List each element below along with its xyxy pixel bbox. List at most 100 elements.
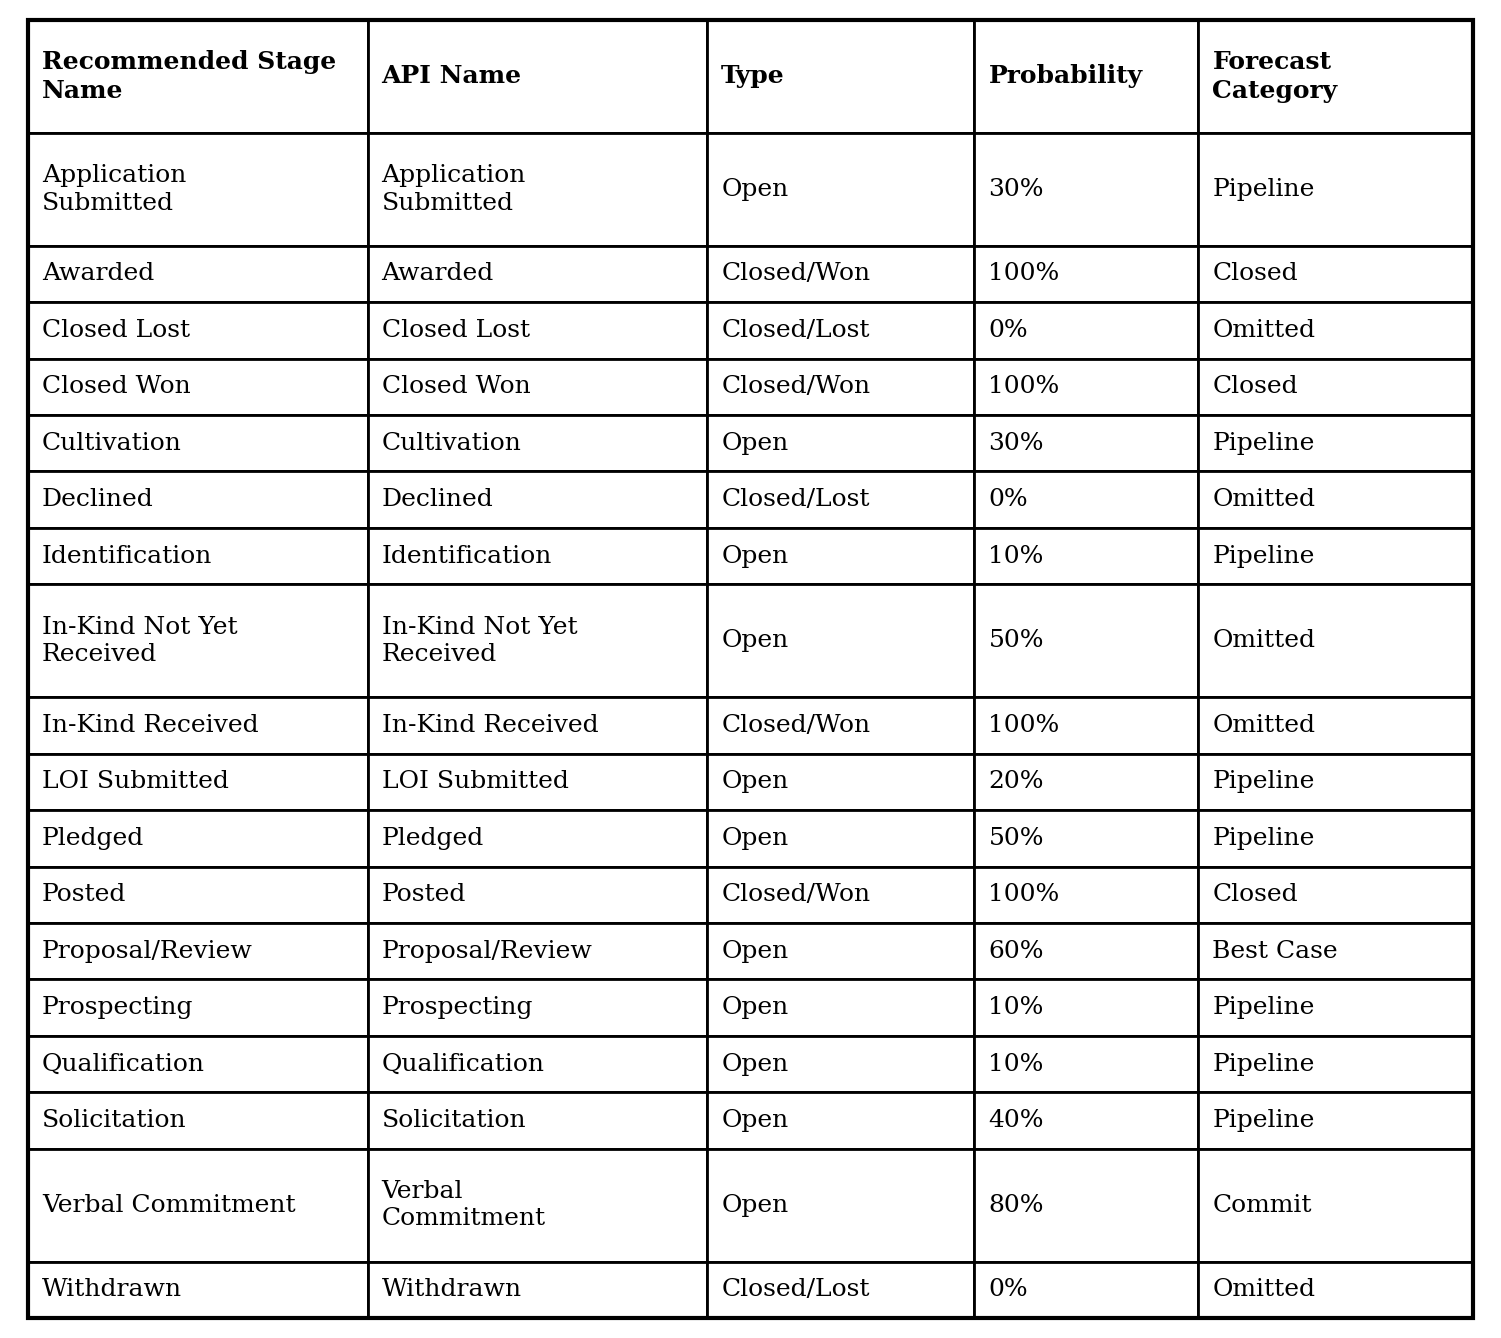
Bar <box>707 132 974 246</box>
Bar <box>974 246 1198 302</box>
Bar <box>1198 1036 1472 1092</box>
Text: Closed: Closed <box>1213 883 1298 906</box>
Text: Closed Lost: Closed Lost <box>381 318 530 343</box>
Text: 80%: 80% <box>989 1193 1045 1216</box>
Text: Open: Open <box>720 629 788 653</box>
Text: 60%: 60% <box>989 939 1045 962</box>
Bar <box>974 529 1198 585</box>
Bar <box>368 1092 707 1149</box>
Bar <box>974 471 1198 529</box>
Text: Identification: Identification <box>42 545 212 567</box>
Bar <box>368 585 707 697</box>
Text: Pipeline: Pipeline <box>1213 178 1315 201</box>
Text: LOI Submitted: LOI Submitted <box>42 771 228 793</box>
Bar <box>368 979 707 1036</box>
Bar <box>368 471 707 529</box>
Text: 20%: 20% <box>989 771 1045 793</box>
Text: 100%: 100% <box>989 714 1060 737</box>
Text: Closed Lost: Closed Lost <box>42 318 191 343</box>
Bar <box>29 1262 368 1318</box>
Bar <box>707 867 974 923</box>
Bar <box>707 1149 974 1262</box>
Bar <box>1198 302 1472 359</box>
Bar <box>29 1092 368 1149</box>
Text: In-Kind Not Yet
Received: In-Kind Not Yet Received <box>381 615 578 666</box>
Text: Pipeline: Pipeline <box>1213 1053 1315 1076</box>
Text: Omitted: Omitted <box>1213 318 1315 343</box>
Text: Closed/Won: Closed/Won <box>720 376 871 399</box>
Bar <box>974 1262 1198 1318</box>
Text: Omitted: Omitted <box>1213 488 1315 511</box>
Text: 50%: 50% <box>989 827 1045 850</box>
Text: Open: Open <box>720 1193 788 1216</box>
Bar <box>707 359 974 415</box>
Bar <box>29 753 368 809</box>
Bar <box>1198 809 1472 867</box>
Text: Commit: Commit <box>1213 1193 1312 1216</box>
Bar <box>974 809 1198 867</box>
Text: Posted: Posted <box>381 883 465 906</box>
Text: Proposal/Review: Proposal/Review <box>42 939 252 962</box>
Bar <box>29 979 368 1036</box>
Text: Identification: Identification <box>381 545 552 567</box>
Bar <box>368 867 707 923</box>
Text: Cultivation: Cultivation <box>381 432 521 455</box>
Bar <box>1198 246 1472 302</box>
Text: Posted: Posted <box>42 883 126 906</box>
Text: Closed/Lost: Closed/Lost <box>720 1278 869 1302</box>
Bar <box>707 1262 974 1318</box>
Bar <box>974 1036 1198 1092</box>
Text: Type: Type <box>720 64 785 88</box>
Text: Pipeline: Pipeline <box>1213 432 1315 455</box>
Bar <box>29 20 368 132</box>
Bar <box>368 1262 707 1318</box>
Bar <box>29 697 368 753</box>
Text: API Name: API Name <box>381 64 522 88</box>
Bar <box>974 867 1198 923</box>
Text: Prospecting: Prospecting <box>381 995 533 1020</box>
Text: Forecast
Category: Forecast Category <box>1213 50 1337 103</box>
Text: Closed/Won: Closed/Won <box>720 714 871 737</box>
Text: Open: Open <box>720 1109 788 1132</box>
Bar <box>368 359 707 415</box>
Text: 0%: 0% <box>989 318 1028 343</box>
Text: Declined: Declined <box>42 488 153 511</box>
Bar <box>29 1149 368 1262</box>
Text: 40%: 40% <box>989 1109 1045 1132</box>
Bar <box>368 1149 707 1262</box>
Bar <box>1198 1149 1472 1262</box>
Bar <box>368 302 707 359</box>
Bar <box>368 753 707 809</box>
Bar <box>368 132 707 246</box>
Bar <box>29 246 368 302</box>
Text: 0%: 0% <box>989 488 1028 511</box>
Text: 10%: 10% <box>989 1053 1043 1076</box>
Bar <box>368 809 707 867</box>
Bar <box>29 809 368 867</box>
Text: Closed/Lost: Closed/Lost <box>720 488 869 511</box>
Text: 50%: 50% <box>989 629 1045 653</box>
Bar <box>1198 979 1472 1036</box>
Bar <box>974 20 1198 132</box>
Bar <box>368 246 707 302</box>
Bar <box>974 697 1198 753</box>
Bar <box>707 246 974 302</box>
Text: Solicitation: Solicitation <box>42 1109 186 1132</box>
Bar <box>707 415 974 471</box>
Text: Closed Won: Closed Won <box>42 376 191 399</box>
Bar <box>368 923 707 979</box>
Bar <box>29 1036 368 1092</box>
Text: Omitted: Omitted <box>1213 1278 1315 1302</box>
Bar <box>1198 132 1472 246</box>
Text: 0%: 0% <box>989 1278 1028 1302</box>
Text: Pipeline: Pipeline <box>1213 1109 1315 1132</box>
Bar <box>974 302 1198 359</box>
Text: Withdrawn: Withdrawn <box>42 1278 182 1302</box>
Bar <box>29 867 368 923</box>
Bar <box>29 923 368 979</box>
Bar <box>1198 415 1472 471</box>
Bar <box>29 415 368 471</box>
Bar <box>974 923 1198 979</box>
Bar <box>368 415 707 471</box>
Bar <box>1198 585 1472 697</box>
